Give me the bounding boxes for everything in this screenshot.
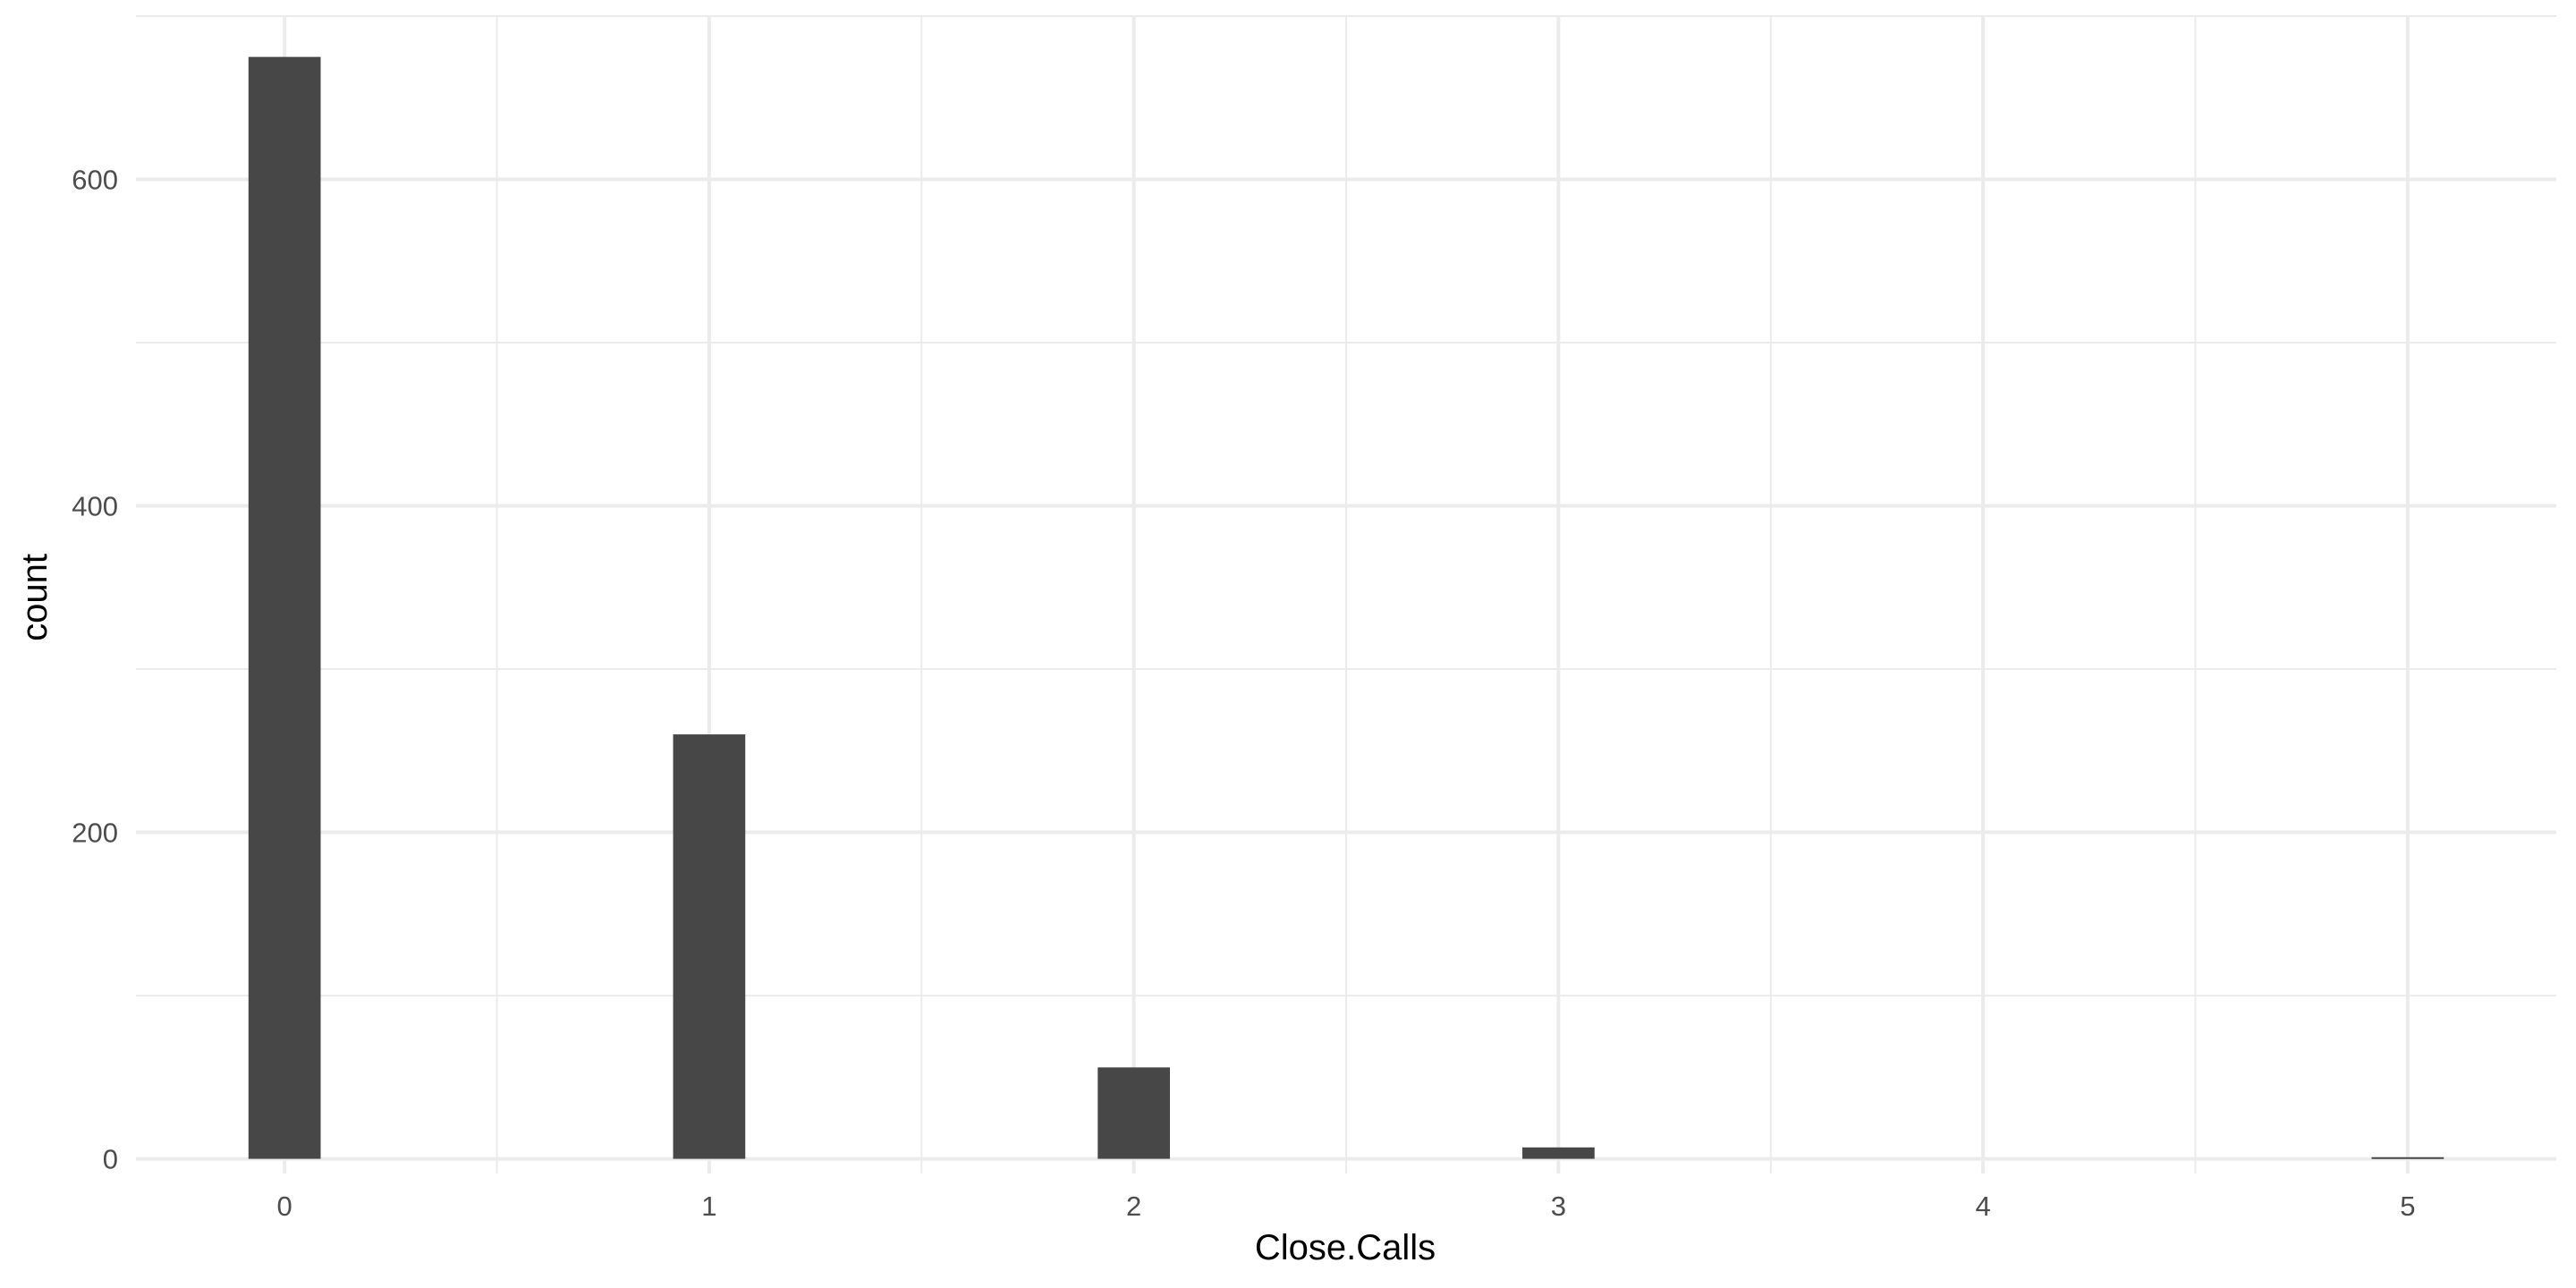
bar (248, 56, 321, 1159)
y-tick-label: 0 (103, 1144, 118, 1175)
x-tick-label: 0 (277, 1191, 292, 1222)
major-gridlines (136, 16, 2556, 1174)
y-tick-label: 200 (72, 818, 118, 849)
x-tick-label: 2 (1126, 1191, 1141, 1222)
x-tick-label: 1 (701, 1191, 716, 1222)
x-tick-label: 5 (2400, 1191, 2415, 1222)
bar (1097, 1067, 1170, 1159)
y-tick-label: 600 (72, 165, 118, 196)
x-tick-label: 4 (1975, 1191, 1990, 1222)
y-tick-label: 400 (72, 491, 118, 522)
minor-gridlines (136, 15, 2556, 1174)
bar (673, 734, 746, 1159)
x-axis-ticks: 0 1 2 3 4 5 (277, 1191, 2416, 1222)
x-axis-title: Close.Calls (1255, 1228, 1436, 1267)
bars (248, 56, 2445, 1159)
x-tick-label: 3 (1551, 1191, 1566, 1222)
y-axis-title: count (15, 554, 55, 641)
y-axis-ticks: 0 200 400 600 (72, 165, 118, 1175)
bar (2371, 1157, 2445, 1159)
bar (1522, 1147, 1595, 1159)
